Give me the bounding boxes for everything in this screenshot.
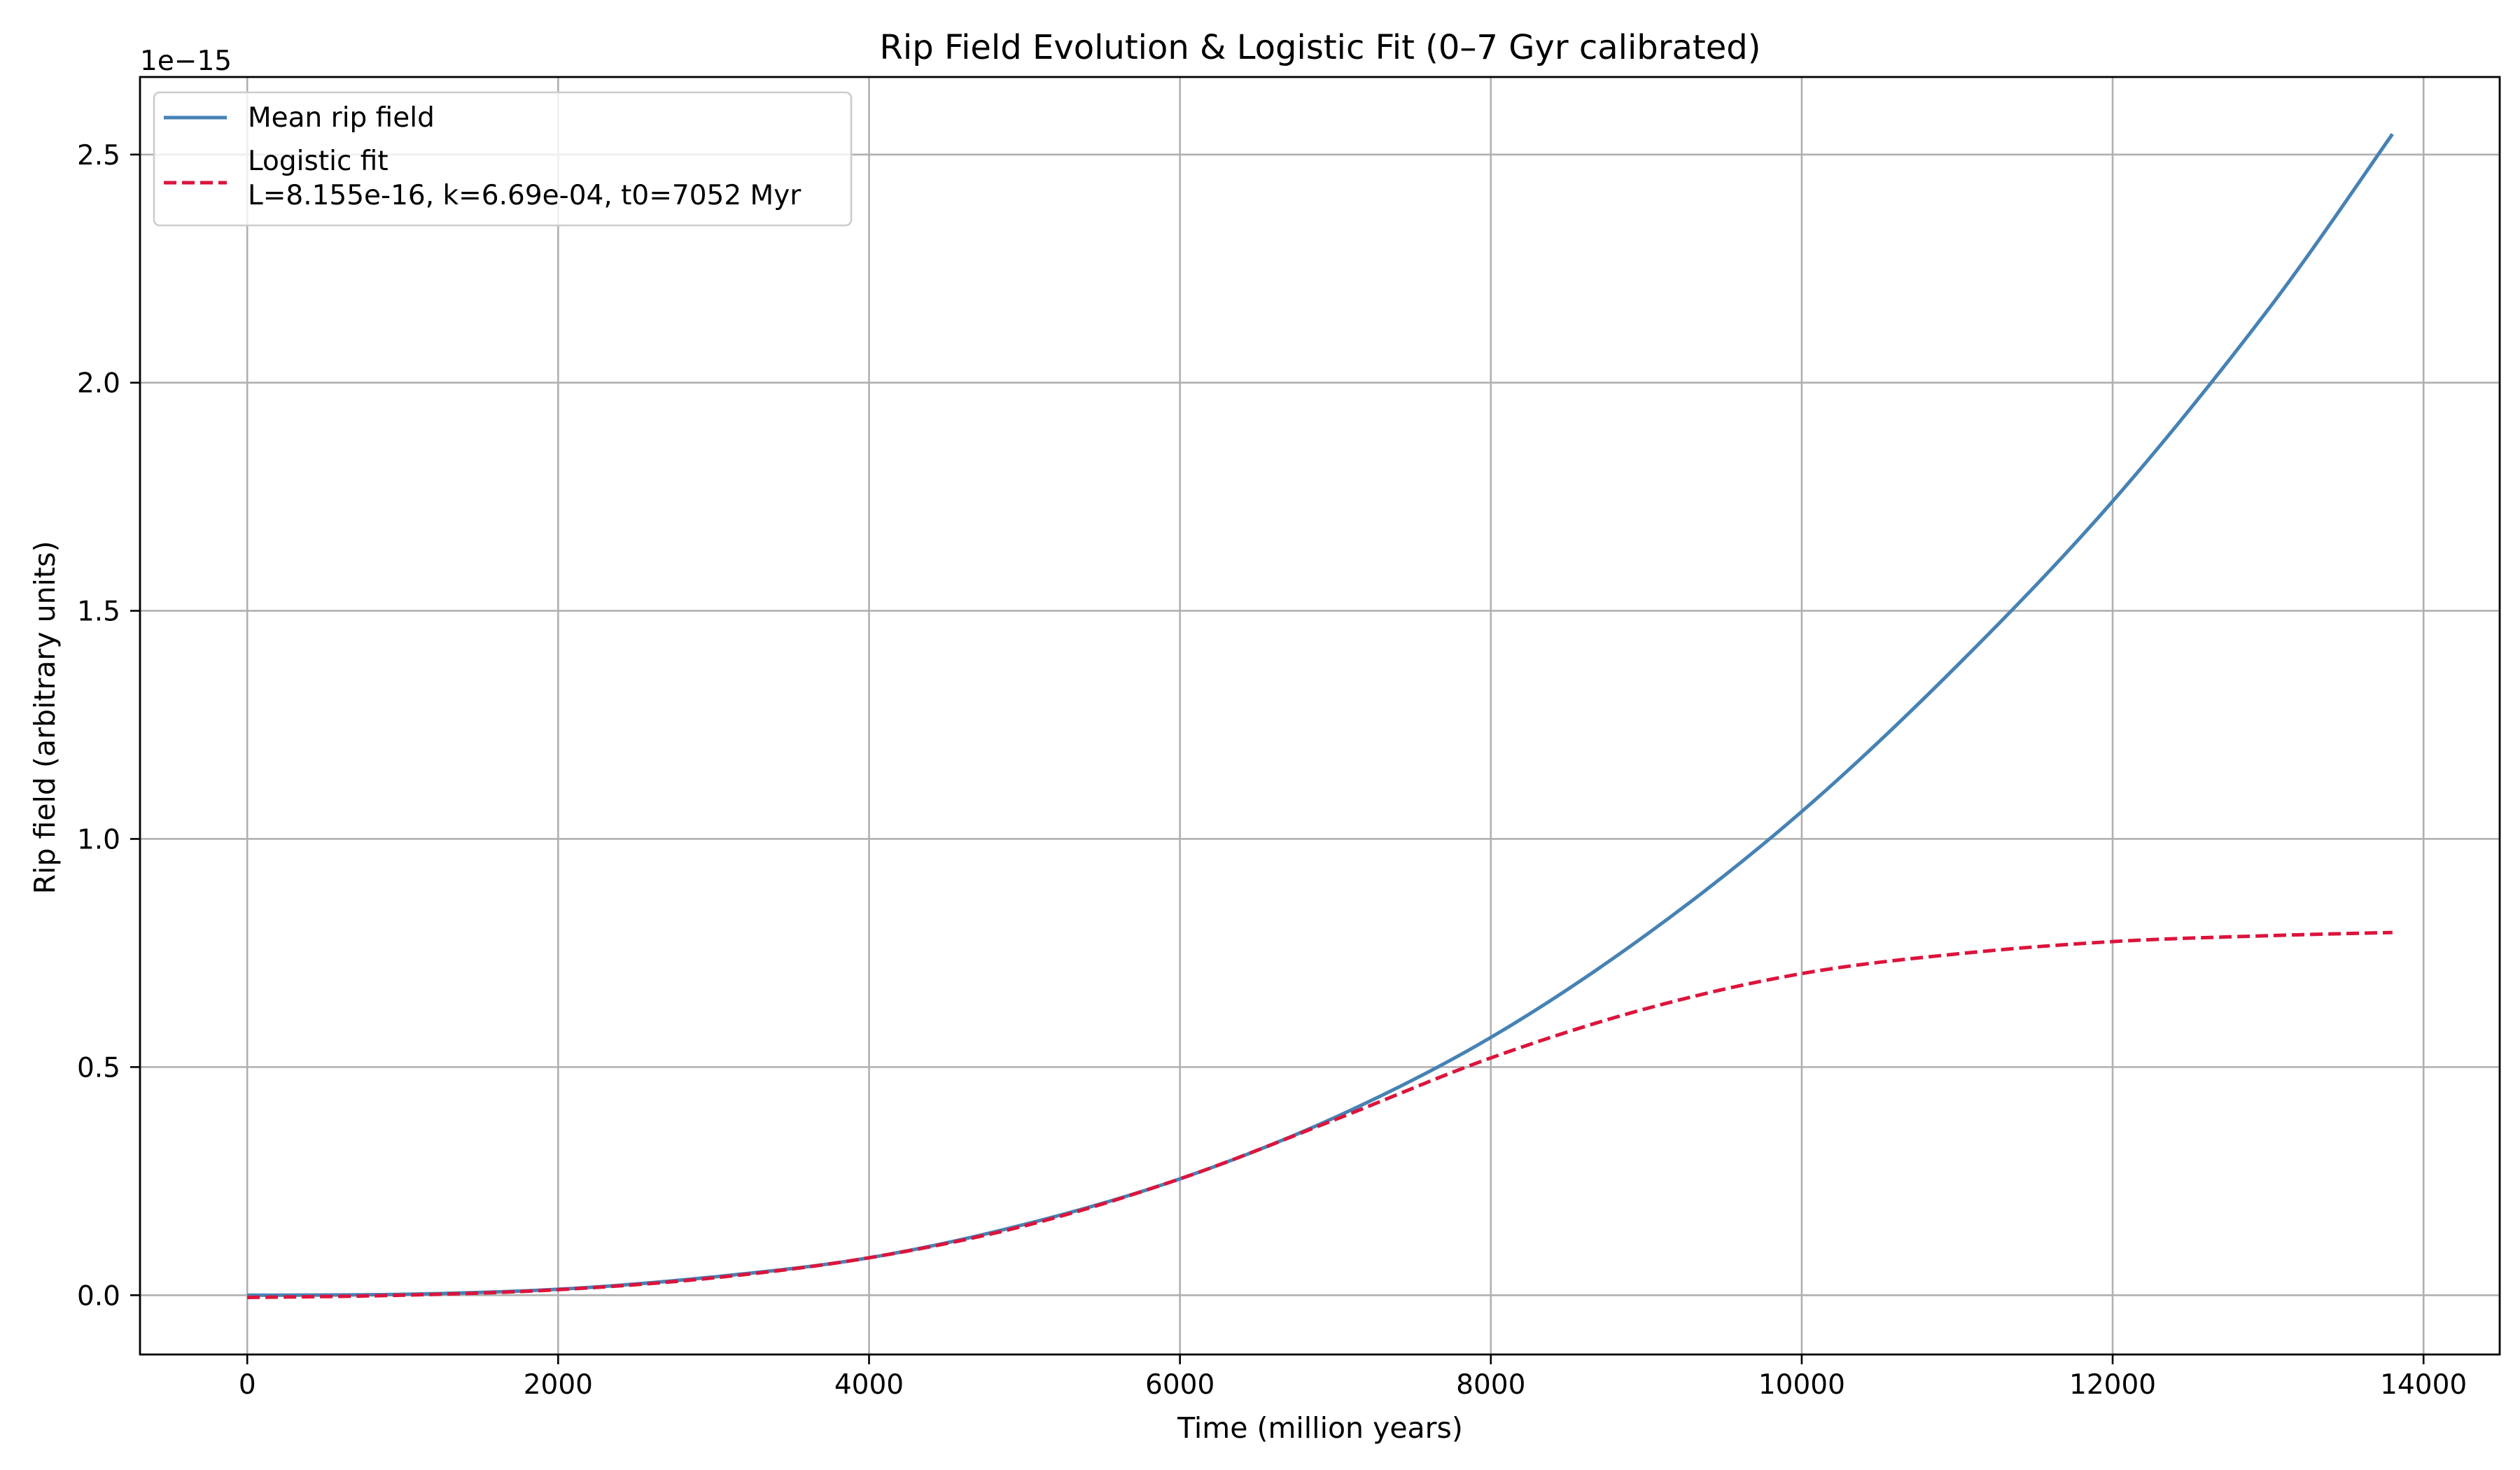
y-tick-label: 2.0 — [77, 368, 120, 400]
chart-title: Rip Field Evolution & Logistic Fit (0–7 … — [880, 28, 1761, 67]
x-tick-label: 12000 — [2069, 1369, 2156, 1401]
series-line-mean-rip-field — [247, 133, 2394, 1297]
grid — [140, 77, 2500, 1354]
legend-label-logistic-fit-params: L=8.155e-16, k=6.69e-04, t0=7052 Myr — [248, 180, 802, 211]
series-layer — [247, 133, 2394, 1299]
x-axis-title: Time (million years) — [1177, 1411, 1463, 1445]
y-tick-label: 0.5 — [77, 1052, 120, 1084]
legend-label-mean-rip-field: Mean rip field — [248, 102, 435, 134]
y-axis-title: Rip field (arbitrary units) — [28, 541, 62, 895]
y-axis-ticks: 0.0 0.5 1.0 1.5 2.0 2.5 — [77, 140, 140, 1312]
x-tick-label: 2000 — [524, 1369, 593, 1401]
x-tick-label: 14000 — [2380, 1369, 2467, 1401]
y-tick-label: 1.5 — [77, 596, 120, 628]
legend: Mean rip field Logistic fit L=8.155e-16,… — [153, 91, 853, 227]
y-tick-label: 0.0 — [77, 1280, 120, 1312]
legend-label-logistic-fit: Logistic fit — [248, 146, 388, 177]
x-tick-label: 0 — [239, 1369, 256, 1401]
x-tick-label: 6000 — [1145, 1369, 1214, 1401]
x-tick-label: 10000 — [1758, 1369, 1845, 1401]
y-tick-label: 1.0 — [77, 824, 120, 855]
x-tick-label: 4000 — [834, 1369, 904, 1401]
y-offset-label: 1e−15 — [140, 46, 232, 77]
x-axis-ticks: 0 2000 4000 6000 8000 10000 12000 14000 — [239, 1354, 2467, 1401]
x-tick-label: 8000 — [1456, 1369, 1525, 1401]
series-line-logistic-fit — [247, 930, 2393, 1299]
y-tick-label: 2.5 — [77, 140, 120, 172]
legend-box — [153, 91, 853, 227]
plot-frame — [139, 76, 2501, 1356]
